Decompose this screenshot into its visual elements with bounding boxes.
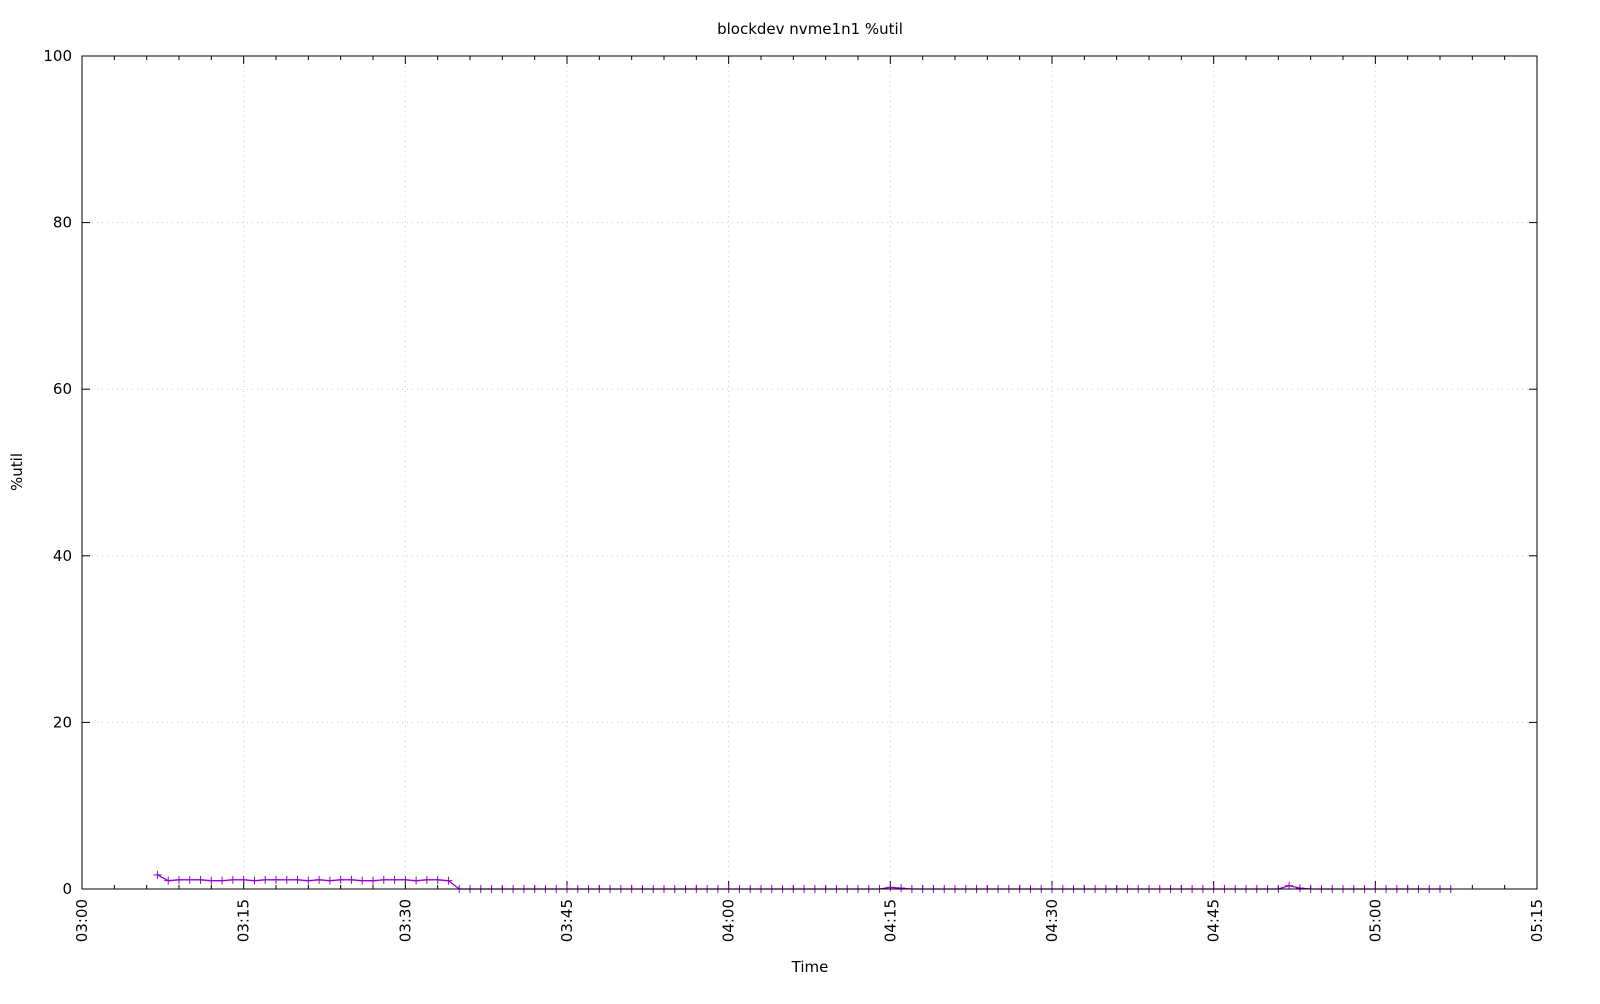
x-tick-label: 03:15 <box>235 899 253 942</box>
data-point <box>347 875 356 884</box>
x-tick-label: 03:30 <box>396 899 414 942</box>
data-point <box>336 875 345 884</box>
x-tick-label: 03:00 <box>73 899 91 942</box>
data-point <box>897 884 906 893</box>
data-point <box>325 876 334 885</box>
data-point <box>1295 884 1304 893</box>
data-point <box>422 875 431 884</box>
data-point <box>315 875 324 884</box>
x-tick-label: 04:15 <box>881 899 899 942</box>
data-point <box>433 875 442 884</box>
x-tick-label: 04:45 <box>1205 899 1223 942</box>
y-tick-label: 100 <box>43 47 72 65</box>
data-point <box>185 875 194 884</box>
x-tick-label: 05:00 <box>1366 899 1384 942</box>
data-point <box>272 875 280 884</box>
data-point <box>1285 881 1294 890</box>
data-point <box>379 875 388 884</box>
data-point <box>153 870 162 879</box>
data-point <box>228 875 237 884</box>
series <box>153 870 1455 893</box>
data-point <box>401 875 410 884</box>
grid <box>82 56 1537 889</box>
data-point <box>196 875 205 884</box>
data-point <box>412 876 421 885</box>
data-point <box>358 876 367 885</box>
y-tick-label: 20 <box>53 713 72 731</box>
data-point <box>239 875 248 884</box>
data-point <box>218 876 227 885</box>
data-point <box>250 876 259 885</box>
y-axis-label: %util <box>8 453 26 491</box>
data-point <box>390 875 399 884</box>
data-point <box>261 875 270 884</box>
x-axis-label: Time <box>791 958 829 976</box>
chart-title: blockdev nvme1n1 %util <box>717 20 903 38</box>
data-point <box>282 875 291 884</box>
x-tick-label: 04:00 <box>720 899 738 942</box>
x-tick-label: 05:15 <box>1528 899 1546 942</box>
x-tick-label: 04:30 <box>1043 899 1061 942</box>
y-tick-label: 0 <box>62 880 72 898</box>
data-point <box>444 876 453 885</box>
data-point <box>304 876 313 885</box>
data-point <box>369 876 377 885</box>
data-point <box>293 875 302 884</box>
y-tick-label: 80 <box>53 214 72 232</box>
data-point <box>175 875 183 884</box>
data-point <box>207 876 216 885</box>
data-point <box>886 883 895 892</box>
plot-frame <box>81 55 1538 890</box>
x-tick-label: 03:45 <box>558 899 576 942</box>
ticks: 0 20 40 60 80 100 03:00 03:15 03:30 03:45 04:00 04:… <box>43 47 1546 942</box>
y-tick-label: 40 <box>53 547 72 565</box>
data-point <box>164 876 173 885</box>
y-tick-label: 60 <box>53 380 72 398</box>
